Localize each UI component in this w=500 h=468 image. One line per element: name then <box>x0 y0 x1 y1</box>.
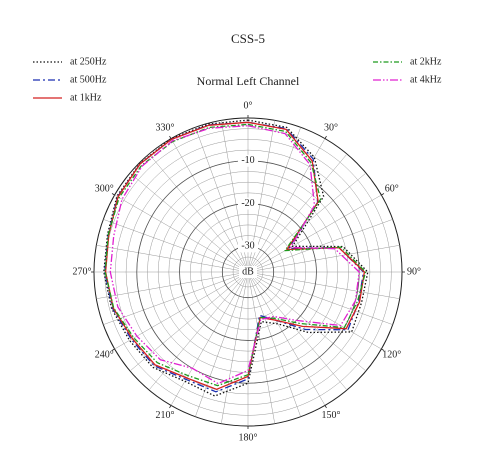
spoke <box>170 275 247 406</box>
angle-tick <box>169 405 172 409</box>
angle-tick-label: 240° <box>95 349 114 360</box>
center-bg <box>239 266 257 278</box>
tick-label-bg <box>238 240 258 253</box>
spoke <box>114 273 245 350</box>
tick-label-bg <box>238 154 258 167</box>
spoke <box>250 274 367 372</box>
legend-label: at 4kHz <box>410 74 442 85</box>
spoke <box>248 275 275 424</box>
angle-tick-label: 270° <box>73 266 92 277</box>
spoke <box>250 274 348 391</box>
legend-label: at 500Hz <box>70 74 107 85</box>
spoke <box>170 138 247 269</box>
angle-tick-label: 150° <box>322 410 341 421</box>
spoke <box>96 272 245 299</box>
legend-label: at 250Hz <box>70 56 107 67</box>
angle-tick <box>324 135 327 139</box>
angle-tick <box>381 348 385 351</box>
series-line <box>104 123 367 387</box>
angle-tick-label: 300° <box>95 183 114 194</box>
angle-tick-label: 330° <box>156 123 175 134</box>
angle-tick-label: 180° <box>239 432 258 443</box>
r-axis-label: dB <box>242 266 254 277</box>
spoke <box>114 194 245 271</box>
angle-tick-label: 0° <box>244 100 253 111</box>
spoke <box>103 273 245 325</box>
spoke <box>96 245 245 272</box>
spoke <box>251 245 400 272</box>
angle-tick <box>111 193 115 196</box>
series-line <box>104 121 366 390</box>
legend-label: at 1kHz <box>70 92 102 103</box>
spoke <box>249 275 301 417</box>
spoke <box>251 219 393 271</box>
tick-label-bg <box>238 197 258 210</box>
spoke <box>148 153 246 270</box>
series-line <box>103 119 369 397</box>
r-tick-label: -10 <box>241 155 254 166</box>
angle-tick <box>111 348 115 351</box>
angle-tick-label: 90° <box>407 266 421 277</box>
series-line <box>109 125 360 385</box>
angle-tick-label: 60° <box>385 183 399 194</box>
spoke <box>251 272 400 299</box>
chart-subtitle: Normal Left Channel <box>197 74 300 88</box>
r-tick-label: -30 <box>241 241 254 252</box>
spoke <box>195 275 247 417</box>
angle-tick <box>324 405 327 409</box>
spoke <box>148 274 246 391</box>
chart-title: CSS-5 <box>231 31 265 46</box>
angle-tick-label: 210° <box>156 410 175 421</box>
spoke <box>251 194 382 271</box>
angle-tick <box>381 193 385 196</box>
spoke <box>221 275 248 424</box>
spoke <box>251 273 382 350</box>
angle-tick <box>169 135 172 139</box>
legend-label: at 2kHz <box>410 56 442 67</box>
spoke <box>250 153 348 270</box>
spoke <box>103 219 245 271</box>
r-tick-label: -20 <box>241 198 254 209</box>
angle-tick-label: 30° <box>324 123 338 134</box>
spoke <box>250 172 367 270</box>
angle-tick-label: 120° <box>382 349 401 360</box>
spoke <box>251 273 393 325</box>
spoke <box>129 172 246 270</box>
spoke <box>249 275 326 406</box>
